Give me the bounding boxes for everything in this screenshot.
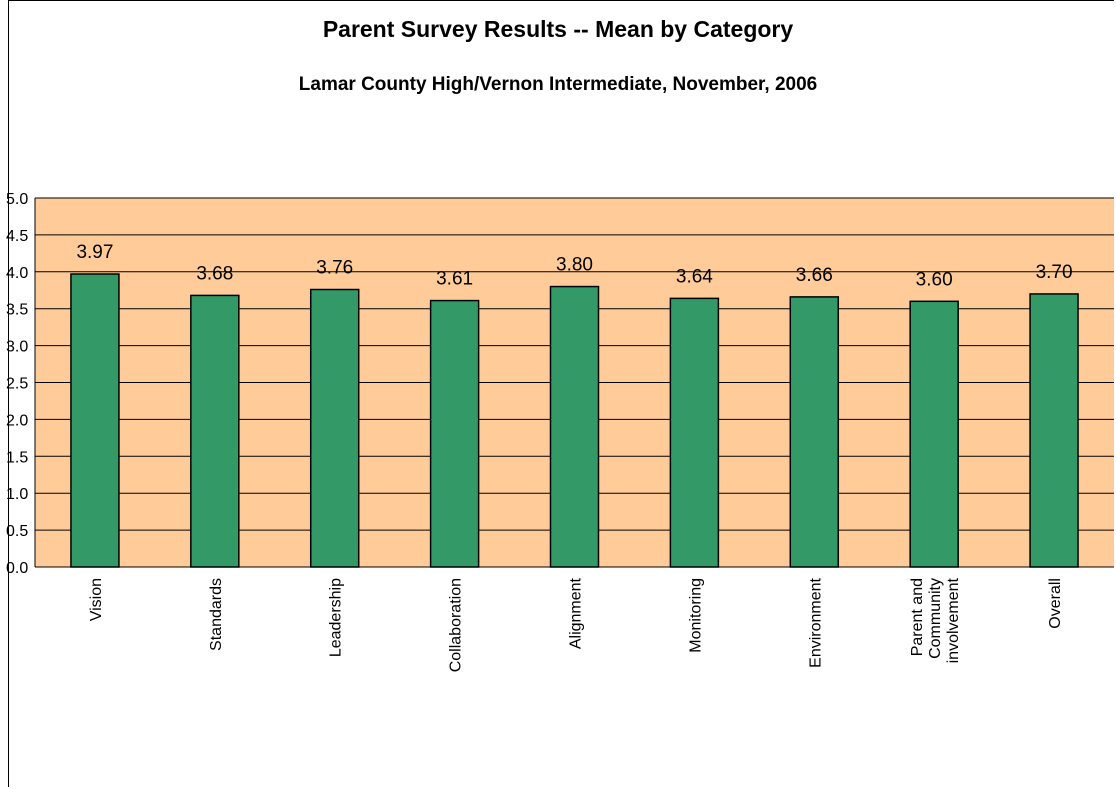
x-tick-label-line: involvement — [945, 577, 962, 663]
x-tick-label: Standards — [208, 578, 225, 651]
bar — [910, 301, 958, 567]
bar — [191, 295, 239, 567]
x-tick-label: Leadership — [328, 578, 345, 657]
y-tick-label: 0.5 — [6, 523, 28, 540]
y-tick-label: 1.0 — [6, 486, 28, 503]
x-tick-label: Collaboration — [448, 578, 465, 672]
value-label: 3.64 — [676, 266, 713, 287]
value-label: 3.70 — [1036, 262, 1073, 283]
bar — [790, 297, 838, 567]
y-axis: 0.0 0.5 1.0 1.5 2.0 2.5 3.0 3.5 4.0 4.5 5.0 — [6, 191, 35, 577]
x-tick-label-line: Overall — [1047, 578, 1064, 629]
y-tick-label: 3.5 — [6, 302, 28, 319]
y-tick-label: 4.5 — [6, 228, 28, 245]
bar — [431, 301, 479, 567]
value-label: 3.97 — [76, 242, 113, 263]
y-tick-label: 4.0 — [6, 265, 28, 282]
value-label: 3.61 — [436, 269, 473, 290]
bar — [551, 287, 599, 567]
value-label: 3.76 — [316, 258, 353, 279]
x-tick-label-line: Parent and — [909, 578, 926, 656]
y-tick-label: 2.0 — [6, 412, 28, 429]
x-axis: Vision Standards Leadership Collaboration Al… — [35, 567, 1114, 672]
y-tick-label: 0.0 — [6, 560, 28, 577]
x-tick-label: Overall — [1047, 578, 1064, 629]
y-tick-label: 3.0 — [6, 339, 28, 356]
x-tick-label: Environment — [807, 577, 824, 667]
x-tick-label: Monitoring — [687, 578, 704, 653]
y-tick-label: 5.0 — [6, 191, 28, 208]
x-tick-label-line: Alignment — [568, 577, 585, 649]
x-tick-label-line: Environment — [807, 577, 824, 667]
bar — [71, 274, 119, 567]
bar — [311, 290, 359, 567]
value-label: 3.60 — [916, 269, 953, 290]
y-tick-label: 2.5 — [6, 376, 28, 393]
value-label: 3.80 — [556, 255, 593, 276]
value-label: 3.66 — [796, 265, 833, 286]
x-tick-label-line: Community — [927, 578, 944, 659]
y-tick-label: 1.5 — [6, 449, 28, 466]
x-tick-label: Alignment — [568, 577, 585, 649]
bar — [670, 298, 718, 567]
x-tick-label-line: Monitoring — [687, 578, 704, 653]
x-tick-label-line: Leadership — [328, 578, 345, 657]
x-tick-label-line: Collaboration — [448, 578, 465, 672]
value-label: 3.68 — [196, 263, 233, 284]
x-tick-label-line: Vision — [88, 578, 105, 621]
x-tick-label-line: Standards — [208, 578, 225, 651]
bar — [1030, 294, 1078, 567]
x-tick-label: Vision — [88, 578, 105, 621]
x-tick-label: Parent and Community involvement — [909, 577, 962, 663]
bars — [71, 274, 1078, 567]
